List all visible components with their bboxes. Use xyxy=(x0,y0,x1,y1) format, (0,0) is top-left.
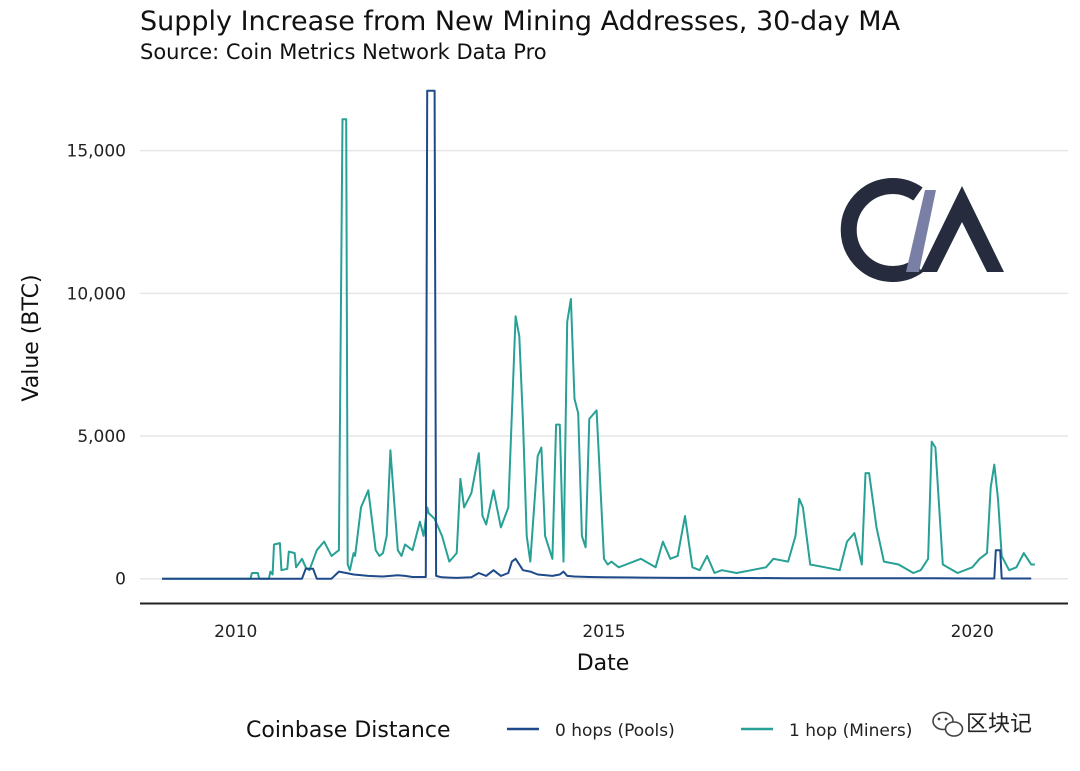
cm-logo-c xyxy=(840,178,923,282)
legend-label-miners: 1 hop (Miners) xyxy=(789,721,912,741)
cm-logo-slash xyxy=(906,190,936,272)
y-axis-ticks: 0 5,000 10,000 15,000 xyxy=(67,142,126,590)
x-tick-label: 2020 xyxy=(951,622,994,642)
series-lines xyxy=(162,89,1035,580)
watermark-text: 区块记 xyxy=(966,712,1032,737)
y-tick-label: 10,000 xyxy=(67,284,126,304)
legend-label-pools: 0 hops (Pools) xyxy=(555,721,675,741)
x-tick-label: 2010 xyxy=(214,622,257,642)
x-tick-label: 2015 xyxy=(582,622,625,642)
y-tick-label: 0 xyxy=(115,570,126,590)
x-axis-ticks: 2010 2015 2020 xyxy=(214,622,994,642)
series-line-miners xyxy=(162,118,1035,580)
watermark: 区块记 xyxy=(932,711,1032,737)
legend-title: Coinbase Distance xyxy=(246,718,451,743)
cm-logo-m xyxy=(920,186,1004,272)
y-tick-label: 5,000 xyxy=(77,427,126,447)
y-axis-title: Value (BTC) xyxy=(19,274,44,401)
x-axis-title: Date xyxy=(577,651,630,676)
chart-subtitle: Source: Coin Metrics Network Data Pro xyxy=(140,40,547,64)
wechat-icon xyxy=(932,711,964,737)
chart-title: Supply Increase from New Mining Addresse… xyxy=(140,6,901,37)
y-tick-label: 15,000 xyxy=(67,142,126,162)
legend: Coinbase Distance 0 hops (Pools) 1 hop (… xyxy=(246,718,912,743)
series-line-pools xyxy=(162,89,1032,580)
cm-logo xyxy=(840,178,1004,282)
